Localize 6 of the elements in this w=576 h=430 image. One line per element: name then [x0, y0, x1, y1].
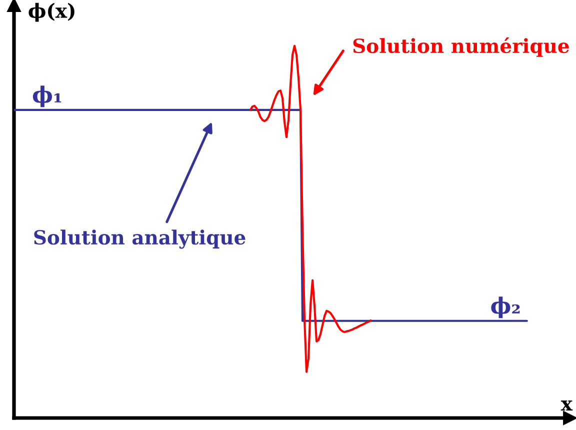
text: Solution analytique [34, 230, 246, 249]
annotation: ϕ₂ [491, 296, 520, 318]
text: Solution numérique [353, 37, 569, 57]
y-axis-title: ϕ(x) [28, 2, 74, 22]
x-axis-title: x [560, 400, 573, 411]
annotation: ϕ₁ [32, 86, 62, 108]
